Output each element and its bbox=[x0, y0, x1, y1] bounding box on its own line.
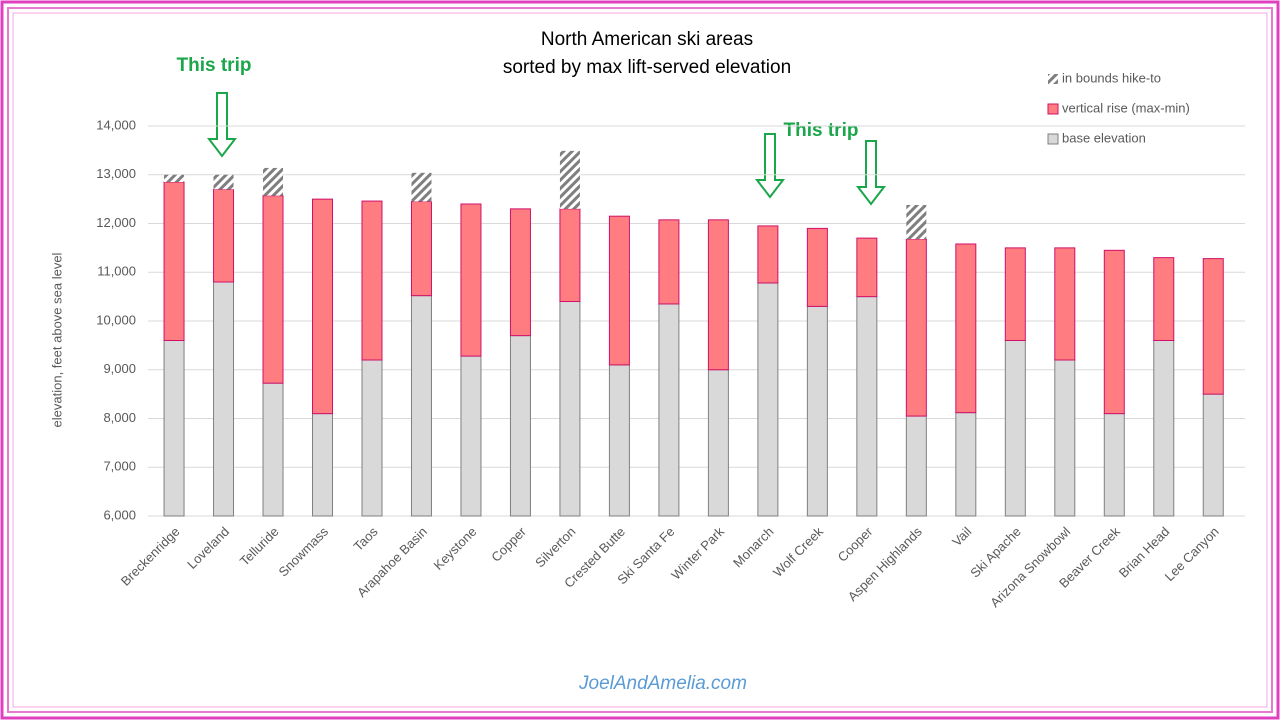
bar-segment bbox=[1054, 247, 1076, 361]
chart-title: North American ski areas bbox=[541, 29, 753, 50]
bar-segment bbox=[856, 296, 878, 517]
legend-label: vertical rise (max-min) bbox=[1062, 100, 1190, 115]
bar-segment bbox=[263, 167, 284, 196]
x-tick-label: Winter Park bbox=[668, 524, 727, 583]
x-tick-label: Breckenridge bbox=[118, 524, 183, 589]
bar-segment bbox=[757, 225, 779, 284]
legend-swatch bbox=[1047, 133, 1059, 145]
bar-segment bbox=[361, 359, 383, 517]
bar-segment bbox=[658, 303, 680, 517]
x-tick-label: Telluride bbox=[237, 524, 282, 569]
y-tick-label: 9,000 bbox=[103, 361, 136, 376]
bar-segment bbox=[1103, 249, 1125, 415]
bar-segment bbox=[559, 208, 581, 302]
x-tick-label: Vail bbox=[949, 524, 974, 549]
bar-segment bbox=[707, 369, 729, 517]
bar-segment bbox=[905, 238, 927, 417]
bar-segment bbox=[1054, 359, 1076, 517]
bar-segment bbox=[460, 203, 482, 357]
bar-segment bbox=[460, 355, 482, 517]
x-tick-label: Taos bbox=[351, 524, 381, 554]
bar-segment bbox=[658, 219, 680, 305]
legend-label: in bounds hike-to bbox=[1062, 70, 1161, 85]
bar-segment bbox=[361, 200, 383, 361]
bar-segment bbox=[312, 413, 334, 517]
bar-segment bbox=[707, 219, 729, 371]
y-tick-label: 6,000 bbox=[103, 507, 136, 522]
legend-swatch bbox=[1047, 103, 1059, 115]
y-tick-label: 8,000 bbox=[103, 410, 136, 425]
bar-segment bbox=[213, 281, 235, 517]
bar-segment bbox=[312, 198, 334, 415]
bar-segment bbox=[410, 295, 432, 517]
bar-segment bbox=[906, 204, 927, 240]
x-tick-label: Copper bbox=[488, 523, 529, 564]
x-tick-label: Keystone bbox=[431, 524, 480, 573]
y-tick-label: 13,000 bbox=[96, 166, 136, 181]
arrow bbox=[754, 133, 786, 199]
bar-segment bbox=[509, 208, 531, 337]
bar-segment bbox=[213, 174, 234, 190]
annotation: This trip bbox=[784, 120, 859, 141]
bar-segment bbox=[1004, 340, 1026, 517]
bar-segment bbox=[856, 237, 878, 298]
bar-segment bbox=[1202, 258, 1224, 395]
x-tick-label: Silverton bbox=[532, 524, 578, 570]
bar-segment bbox=[1153, 257, 1175, 341]
bar-segment bbox=[559, 301, 581, 517]
annotation: This trip bbox=[177, 55, 252, 76]
legend-label: base elevation bbox=[1062, 130, 1146, 145]
bar-segment bbox=[410, 201, 432, 297]
bar-segment bbox=[806, 305, 828, 517]
bar-segment bbox=[1103, 413, 1125, 517]
bar-segment bbox=[1153, 340, 1175, 517]
bar-segment bbox=[163, 340, 185, 517]
arrow bbox=[855, 140, 887, 206]
bar-segment bbox=[262, 382, 284, 517]
bar-segment bbox=[164, 174, 185, 183]
bar-segment bbox=[509, 335, 531, 517]
bar-segment bbox=[955, 412, 977, 517]
chart-title: sorted by max lift-served elevation bbox=[503, 57, 791, 78]
bar-segment bbox=[608, 364, 630, 517]
bar-segment bbox=[213, 188, 235, 283]
x-tick-label: Loveland bbox=[184, 524, 232, 572]
y-tick-label: 10,000 bbox=[96, 312, 136, 327]
y-axis-label: elevation, feet above sea level bbox=[49, 252, 64, 427]
x-tick-label: Wolf Creek bbox=[770, 524, 826, 580]
bar-segment bbox=[905, 415, 927, 517]
footer: JoelAndAmelia.com bbox=[578, 673, 747, 694]
bar-segment bbox=[806, 227, 828, 307]
frame bbox=[7, 7, 1273, 713]
frame bbox=[12, 12, 1268, 708]
x-tick-label: Snowmass bbox=[275, 524, 331, 580]
plot: 6,000 7,000 8,000 9,000 10,000 11,000 12,000 13… bbox=[96, 70, 1245, 610]
y-tick-label: 7,000 bbox=[103, 459, 136, 474]
x-tick-label: Monarch bbox=[730, 524, 776, 570]
x-tick-label: Cooper bbox=[835, 523, 876, 564]
bar-segment bbox=[955, 243, 977, 414]
bar-segment bbox=[757, 282, 779, 517]
bar-segment bbox=[608, 215, 630, 366]
bar-segment bbox=[411, 172, 432, 202]
bar-segment bbox=[1202, 393, 1224, 517]
y-tick-label: 12,000 bbox=[96, 215, 136, 230]
bar-segment bbox=[163, 181, 185, 341]
arrow bbox=[206, 92, 238, 158]
bar-segment bbox=[262, 195, 284, 384]
y-tick-label: 11,000 bbox=[97, 264, 136, 279]
legend-swatch bbox=[1048, 74, 1058, 84]
bar-segment bbox=[559, 150, 580, 209]
bar-segment bbox=[1004, 247, 1026, 341]
y-tick-label: 14,000 bbox=[96, 117, 136, 132]
